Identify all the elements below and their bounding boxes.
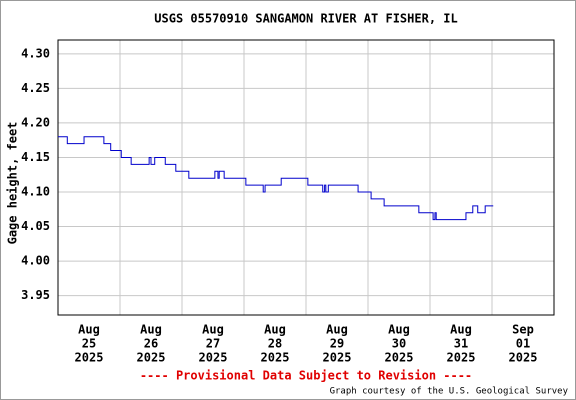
x-tick-label: 31 <box>454 337 468 351</box>
x-tick-label: 2025 <box>137 351 166 365</box>
x-tick-label: 27 <box>206 337 220 351</box>
y-tick-label: 4.10 <box>21 185 50 199</box>
x-tick-label: 2025 <box>199 351 228 365</box>
x-tick-label: Aug <box>450 323 472 337</box>
x-tick-label: 28 <box>268 337 282 351</box>
y-tick-label: 4.20 <box>21 115 50 129</box>
x-tick-label: 30 <box>392 337 406 351</box>
provisional-notice: ---- Provisional Data Subject to Revisio… <box>140 369 472 383</box>
x-tick-label: 2025 <box>323 351 352 365</box>
x-tick-label: 2025 <box>509 351 538 365</box>
x-tick-label: 29 <box>330 337 344 351</box>
y-tick-label: 4.00 <box>21 254 50 268</box>
x-tick-label: Aug <box>140 323 162 337</box>
y-tick-label: 3.95 <box>21 288 50 302</box>
x-tick-label: Aug <box>264 323 286 337</box>
x-tick-label: 2025 <box>385 351 414 365</box>
x-tick-label: 25 <box>82 337 96 351</box>
x-tick-label: Aug <box>202 323 224 337</box>
credit: Graph courtesy of the U.S. Geological Su… <box>330 387 569 397</box>
x-tick-label: 01 <box>516 337 530 351</box>
y-tick-label: 4.05 <box>21 219 50 233</box>
x-tick-label: Aug <box>388 323 410 337</box>
x-tick-label: 2025 <box>75 351 104 365</box>
y-tick-label: 4.30 <box>21 46 50 60</box>
x-tick-label: 26 <box>144 337 158 351</box>
y-axis-label: Gage height, feet <box>6 122 20 245</box>
y-tick-label: 4.15 <box>21 150 50 164</box>
x-tick-label: Aug <box>78 323 100 337</box>
chart-title: USGS 05570910 SANGAMON RIVER AT FISHER, … <box>154 12 457 26</box>
y-tick-label: 4.25 <box>21 81 50 95</box>
data-line <box>58 136 494 221</box>
x-tick-label: Aug <box>326 323 348 337</box>
x-tick-label: Sep <box>512 323 534 337</box>
x-tick-label: 2025 <box>261 351 290 365</box>
x-tick-label: 2025 <box>447 351 476 365</box>
plot-border <box>57 39 555 316</box>
